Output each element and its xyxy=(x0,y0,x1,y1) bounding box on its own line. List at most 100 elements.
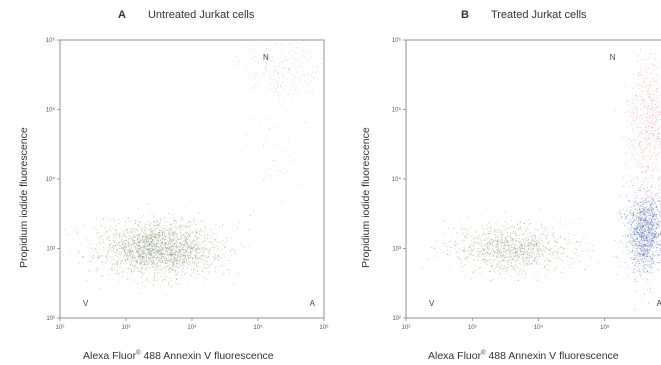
data-point xyxy=(312,90,314,92)
data-point xyxy=(651,226,653,228)
data-point xyxy=(496,249,498,251)
data-point xyxy=(172,254,174,256)
data-point xyxy=(141,240,142,241)
data-point xyxy=(507,240,509,242)
data-point xyxy=(146,268,148,270)
data-point xyxy=(194,223,196,225)
data-point xyxy=(562,249,564,250)
data-point xyxy=(647,241,649,243)
data-point xyxy=(282,81,284,83)
data-point xyxy=(526,246,527,248)
data-point xyxy=(161,267,163,269)
data-point xyxy=(186,243,188,244)
data-point xyxy=(247,183,249,185)
data-point xyxy=(299,61,301,62)
data-point xyxy=(539,209,541,210)
data-point xyxy=(165,229,167,231)
data-point xyxy=(446,254,448,255)
data-point xyxy=(496,246,498,247)
data-point xyxy=(652,232,654,234)
data-point xyxy=(500,234,502,236)
data-point xyxy=(136,243,138,245)
data-point xyxy=(151,239,153,241)
data-point xyxy=(631,244,633,246)
data-point xyxy=(529,252,531,254)
data-point xyxy=(62,254,64,256)
data-point xyxy=(529,243,531,245)
data-point xyxy=(273,79,275,81)
data-point xyxy=(148,245,150,247)
data-point xyxy=(163,242,165,244)
data-point xyxy=(540,222,542,224)
data-point xyxy=(629,241,631,243)
data-point xyxy=(643,181,645,183)
data-point xyxy=(641,237,643,239)
data-point xyxy=(157,242,159,244)
data-point xyxy=(281,55,282,56)
data-point xyxy=(180,216,182,218)
data-point xyxy=(511,244,513,246)
data-point xyxy=(497,264,499,266)
data-point xyxy=(638,221,639,223)
data-point xyxy=(115,237,117,239)
data-point xyxy=(169,247,171,249)
data-point xyxy=(653,247,654,249)
data-point xyxy=(171,241,173,243)
data-point xyxy=(647,271,649,272)
data-point xyxy=(643,233,645,235)
data-point xyxy=(646,223,648,225)
data-point xyxy=(642,255,644,256)
data-point xyxy=(100,243,101,245)
data-point xyxy=(529,252,531,254)
data-point xyxy=(460,266,462,268)
data-point xyxy=(656,206,658,208)
data-point xyxy=(160,261,162,263)
data-point xyxy=(166,248,167,249)
data-point xyxy=(161,258,163,259)
data-point xyxy=(650,246,652,248)
data-point xyxy=(137,242,139,244)
data-point xyxy=(156,234,158,236)
data-point xyxy=(588,250,589,251)
data-point xyxy=(526,260,527,262)
data-point xyxy=(132,239,134,241)
data-point xyxy=(172,263,174,265)
data-point xyxy=(173,254,175,255)
data-point xyxy=(168,237,170,239)
data-point xyxy=(145,237,146,239)
data-point xyxy=(191,241,192,243)
data-point xyxy=(641,239,642,240)
data-point xyxy=(658,227,660,228)
data-point xyxy=(656,218,658,220)
data-point xyxy=(160,256,162,257)
data-point xyxy=(631,222,633,224)
plot-frame xyxy=(59,39,325,319)
data-point xyxy=(660,215,661,217)
data-point xyxy=(277,72,278,74)
data-point xyxy=(186,238,188,239)
data-point xyxy=(649,254,651,256)
data-point xyxy=(158,239,160,241)
data-point xyxy=(128,238,129,240)
data-point xyxy=(629,211,631,213)
data-point xyxy=(506,240,507,242)
data-point xyxy=(171,267,173,269)
data-point xyxy=(188,235,190,236)
data-point xyxy=(180,246,182,247)
data-point xyxy=(203,251,205,253)
data-point xyxy=(618,212,620,213)
data-point xyxy=(258,147,260,149)
data-point xyxy=(125,254,127,256)
data-point xyxy=(131,273,132,275)
data-point xyxy=(501,242,503,243)
data-point xyxy=(560,271,562,273)
data-point xyxy=(160,242,162,244)
data-point xyxy=(194,245,196,247)
data-point xyxy=(639,226,641,227)
data-point xyxy=(195,264,197,266)
data-point xyxy=(141,248,143,249)
data-point xyxy=(638,217,640,219)
data-point xyxy=(640,231,641,233)
data-point xyxy=(164,217,166,218)
data-point xyxy=(471,253,472,254)
